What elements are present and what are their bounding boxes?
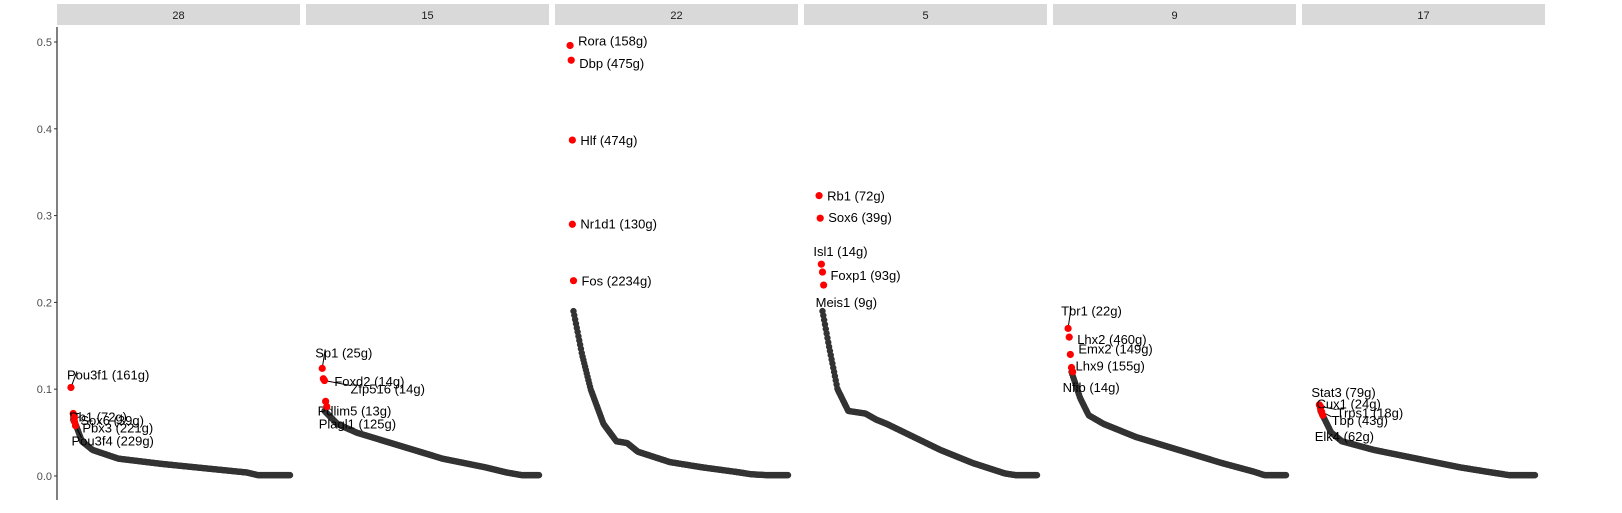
- highlight-point: [323, 402, 331, 411]
- highlight-label: Pbx3 (221g): [82, 420, 153, 435]
- highlight-label: Hlf (474g): [580, 133, 637, 148]
- panel-9: 9 Tbr1 (22g) Lhx2 (460g)Emx2 (149g) Lhx9 (1…: [1053, 4, 1296, 479]
- highlight-point: [1319, 411, 1327, 419]
- facet-strip-label: 5: [922, 10, 928, 22]
- highlight-point: [820, 281, 828, 289]
- highlight-label: Zfp516 (14g): [350, 382, 424, 397]
- facet-strip: [57, 4, 300, 25]
- highlight-label: Sp1 (25g): [315, 345, 372, 360]
- highlight-point: [1066, 350, 1074, 359]
- highlight-point: [569, 277, 578, 285]
- highlight-label: Foxp1 (93g): [830, 268, 900, 283]
- y-tick-label: 0.2: [37, 297, 52, 309]
- facet-strip: [1053, 4, 1296, 25]
- highlight-label: Nfib (14g): [1063, 380, 1120, 395]
- highlight-point: [1069, 368, 1077, 376]
- data-point: [784, 471, 792, 479]
- highlight-point: [568, 136, 576, 144]
- facet-strip-label: 15: [421, 10, 433, 22]
- panel-17: 17 Stat3 (79g) Trps1 (18g)Cux1 (24g) Tbp (4…: [1302, 4, 1545, 479]
- highlight-label: Lhx9 (155g): [1075, 359, 1144, 374]
- highlight-label: Cux1 (24g): [1316, 396, 1380, 411]
- highlight-point: [71, 422, 80, 430]
- data-point: [535, 471, 543, 479]
- highlight-point: [318, 364, 326, 372]
- highlight-label: Plagl1 (125g): [319, 417, 396, 432]
- panel-5: 5 Rb1 (72g) Sox6 (39g) Isl1 (14g) Foxp1 (93g…: [804, 4, 1047, 479]
- facet-strip: [1302, 4, 1545, 25]
- highlight-label: Tbp (43g): [1332, 413, 1388, 428]
- data-point: [1531, 471, 1539, 479]
- highlight-label: Emx2 (149g): [1078, 341, 1152, 356]
- facet-strip: [306, 4, 549, 25]
- highlight-label: Foxd2 (14g): [334, 374, 404, 389]
- highlight-point: [67, 383, 75, 392]
- highlight-label: Nr1d1 (130g): [580, 216, 657, 231]
- highlight-label: Tbr1 (22g): [1061, 303, 1122, 318]
- facet-strip: [804, 4, 1047, 25]
- highlight-label: Pou3f1 (161g): [67, 367, 149, 382]
- panel-15: 15 Sp1 (25g) Foxd2 (14g)Zfp516 (14g) Pdlim5…: [306, 4, 549, 479]
- highlight-point: [818, 268, 827, 276]
- label-leader-line: [324, 380, 351, 387]
- highlight-point: [1064, 324, 1072, 333]
- y-tick-label: 0.1: [37, 384, 52, 396]
- highlight-point: [567, 56, 575, 64]
- highlight-point: [1065, 333, 1073, 341]
- highlight-label: Isl1 (14g): [813, 244, 867, 259]
- data-point: [1033, 471, 1041, 479]
- highlight-label: Sox6 (39g): [828, 210, 892, 225]
- highlight-point: [568, 220, 576, 228]
- highlight-label: Meis1 (9g): [816, 295, 877, 310]
- y-tick-label: 0.4: [37, 124, 52, 136]
- highlight-label: Pou3f4 (229g): [71, 434, 153, 449]
- highlight-label: Sox6 (39g): [80, 413, 144, 428]
- highlight-point: [817, 260, 825, 268]
- data-point: [286, 471, 294, 479]
- highlight-label: Elk4 (62g): [1315, 429, 1374, 444]
- panel-28: 28 Pou3f1 (161g) Rb1 (72g)Sox6 (39g)Pbx3 (…: [57, 4, 300, 479]
- highlight-label: Lhx2 (460g): [1077, 332, 1146, 347]
- facet-strip: [555, 4, 798, 25]
- highlight-label: Dbp (475g): [579, 56, 644, 71]
- highlight-point: [815, 192, 823, 200]
- data-point: [1282, 471, 1290, 479]
- facet-strip-label: 22: [670, 10, 682, 22]
- highlight-label: Rora (158g): [578, 33, 647, 48]
- y-tick-label: 0.0: [37, 471, 52, 483]
- highlight-point: [566, 41, 574, 50]
- highlight-point: [320, 376, 329, 385]
- y-tick-label: 0.3: [37, 211, 52, 223]
- facet-strip-label: 17: [1417, 10, 1429, 22]
- highlight-label: Stat3 (79g): [1311, 385, 1375, 400]
- highlight-label: Trps1 (18g): [1336, 406, 1403, 421]
- y-tick-label: 0.5: [37, 37, 52, 49]
- highlight-label: Pdlim5 (13g): [318, 403, 392, 418]
- highlight-label: Rb1 (72g): [827, 189, 885, 204]
- highlight-label: Fos (2234g): [581, 274, 651, 289]
- facet-strip-label: 28: [172, 10, 184, 22]
- panel-22: 22 Rora (158g) Dbp (475g) Hlf (474g) Nr1d1 (…: [555, 4, 798, 479]
- facet-strip-label: 9: [1171, 10, 1177, 22]
- y-axis: 0.0 0.1 0.2 0.3 0.4 0.5: [37, 27, 58, 500]
- highlight-label: Rb1 (72g): [69, 410, 127, 425]
- highlight-point: [816, 214, 824, 222]
